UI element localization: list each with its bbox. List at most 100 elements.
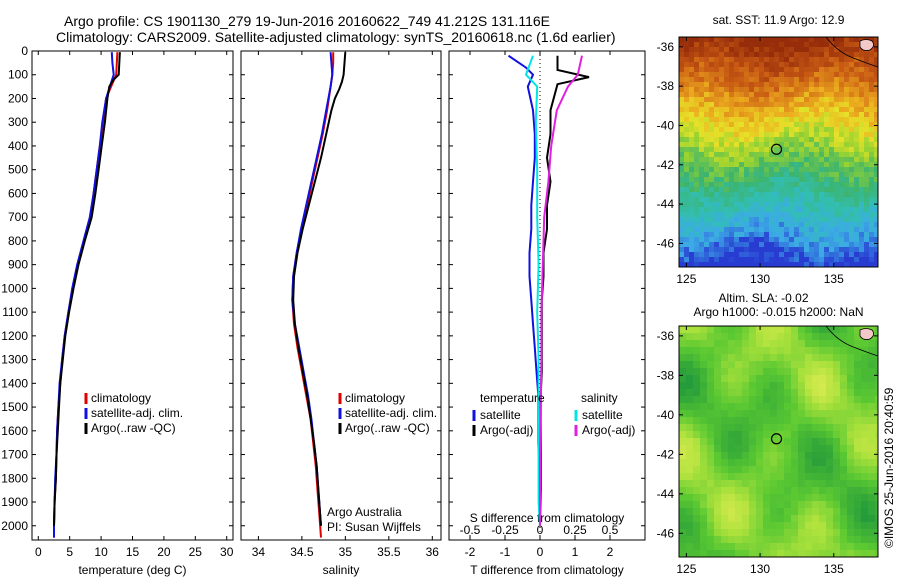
map-cell [826,424,833,431]
map-cell [714,147,719,152]
map-cell [759,247,764,252]
map-cell [869,172,874,177]
map-cell [742,396,749,403]
map-cell [729,142,734,147]
map-cell [868,494,875,501]
map-cell [699,137,704,142]
map-cell [764,132,769,137]
map-cell [784,403,791,410]
map-cell [784,550,791,557]
map-cell [709,257,714,262]
map-cell [734,157,739,162]
map-cell [812,487,819,494]
map-cell [794,252,799,257]
map-cell [859,182,864,187]
map-cell [779,132,784,137]
map-cell [864,127,869,132]
map-cell [754,42,759,47]
map-cell [824,47,829,52]
map-cell [770,543,777,550]
map-cell [721,459,728,466]
map-cell [859,122,864,127]
map-cell [707,515,714,522]
map-cell [847,522,854,529]
map-cell [854,182,859,187]
map-cell [764,187,769,192]
map-cell [854,508,861,515]
map-cell [814,82,819,87]
map-cell [709,97,714,102]
map-cell [679,117,684,122]
map-cell [859,117,864,122]
map-cell [874,227,878,232]
map-cell [833,410,840,417]
map-cell [709,237,714,242]
map-cell [791,529,798,536]
map-cell [829,67,834,72]
map-cell [704,167,709,172]
map-cell [759,127,764,132]
map-cell [689,137,694,142]
map-cell [869,67,874,72]
map-cell [749,87,754,92]
map-cell [819,361,826,368]
map-cell [754,107,759,112]
map-cell [769,177,774,182]
map-cell [779,217,784,222]
map-cell [714,82,719,87]
map-cell [805,494,812,501]
map-cell [693,536,700,543]
map-cell [874,37,878,42]
map-cell [734,252,739,257]
map-cell [829,37,834,42]
map-cell [689,62,694,67]
map-cell [756,438,763,445]
map-cell [774,237,779,242]
map-cell [819,347,826,354]
map-cell [704,147,709,152]
map-cell [693,347,700,354]
map-cell [679,102,684,107]
map-cell [729,52,734,57]
map-cell [749,382,756,389]
map-cell [699,197,704,202]
map-cell [689,167,694,172]
map-cell [689,257,694,262]
map-cell [869,177,874,182]
map-cell [875,424,878,431]
map-cell [709,147,714,152]
map-cell [789,182,794,187]
map-cell [834,92,839,97]
map-cell [684,52,689,57]
map-cell [699,127,704,132]
map-cell [784,445,791,452]
map-cell [769,237,774,242]
map-cell [799,177,804,182]
map-cell [684,42,689,47]
land-patch [859,39,874,51]
map-cell [849,192,854,197]
map-cell [735,326,742,333]
map-cell [719,37,724,42]
map-cell [729,227,734,232]
map-cell [756,361,763,368]
map-cell [794,197,799,202]
map-cell [859,132,864,137]
map-cell [839,102,844,107]
map-cell [859,87,864,92]
map-cell [814,62,819,67]
map-cell [779,197,784,202]
map-cell [689,177,694,182]
map-cell [694,42,699,47]
map-cell [789,192,794,197]
map-cell [734,87,739,92]
map-cell [794,202,799,207]
map-cell [812,494,819,501]
map-cell [789,212,794,217]
map-cell [699,142,704,147]
map-cell [805,403,812,410]
map-cell [829,197,834,202]
map-cell [861,340,868,347]
map-cell [769,117,774,122]
